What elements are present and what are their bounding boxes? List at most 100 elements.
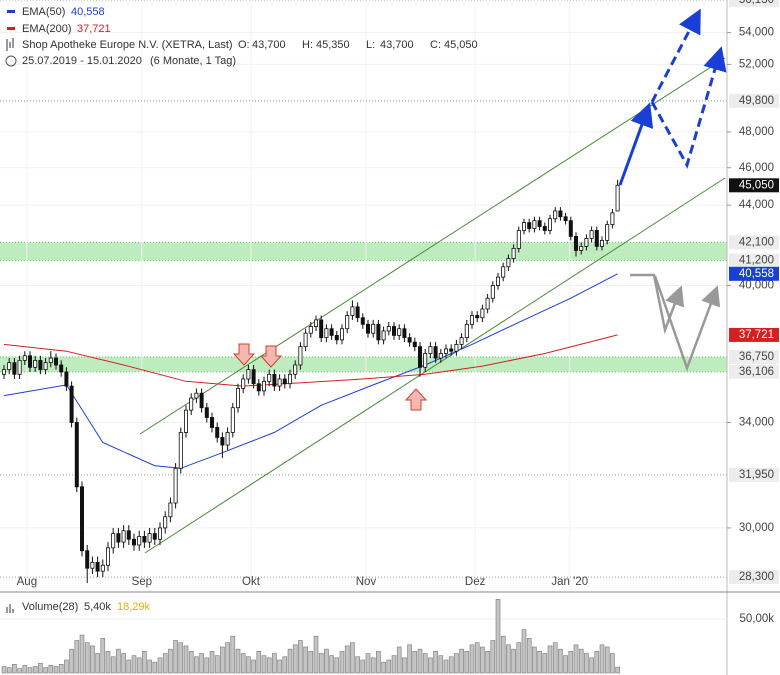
- candle-body: [59, 364, 64, 373]
- volume-bar: [142, 651, 147, 674]
- volume-bar: [168, 648, 173, 674]
- candle-body: [33, 359, 38, 368]
- y-tick-label: 46,000: [739, 162, 774, 174]
- zone-label: 36,106: [739, 366, 774, 378]
- y-tick-label: 44,000: [739, 199, 774, 211]
- candle-body: [85, 550, 90, 569]
- y-tick-label: 34,000: [739, 416, 774, 428]
- candle-body: [407, 337, 412, 343]
- candle-body: [90, 561, 95, 569]
- volume-bar: [500, 635, 506, 674]
- candle-body: [428, 346, 433, 354]
- level-label-box: [729, 467, 779, 482]
- ema-badge: [729, 327, 779, 342]
- volume-bar: [84, 642, 90, 674]
- volume-bar: [578, 648, 584, 674]
- candle-body: [449, 348, 454, 352]
- candle-body: [256, 383, 261, 392]
- candle-body: [485, 297, 490, 310]
- channel-upper: [139, 57, 726, 435]
- clock-icon: [5, 55, 17, 67]
- volume-bar: [214, 655, 220, 674]
- candle-body: [246, 369, 251, 380]
- candle-body: [116, 533, 121, 543]
- volume-bar: [272, 653, 277, 674]
- candle-body: [522, 222, 527, 231]
- volume-bar: [105, 651, 111, 674]
- volume-bar: [324, 648, 329, 674]
- volume-bar: [407, 644, 412, 674]
- x-tick-label: Jan '20: [551, 576, 588, 588]
- candle-body: [215, 427, 220, 438]
- volume-bar: [194, 656, 199, 674]
- volume-bar: [6, 667, 12, 674]
- candle-body: [168, 502, 173, 518]
- volume-bar: [521, 629, 527, 674]
- candle-body: [277, 378, 282, 387]
- volume-bar: [438, 655, 444, 674]
- price-badge-label: 45,050: [739, 179, 774, 191]
- volume-last: 5,40k: [84, 601, 111, 613]
- candle-body: [69, 385, 74, 423]
- y-tick-label: 48,000: [739, 126, 774, 138]
- ema-badge-label: 40,558: [739, 268, 774, 280]
- volume-bar: [329, 655, 334, 674]
- volume-bar: [147, 659, 152, 674]
- volume-bar: [121, 653, 126, 674]
- candle-body: [339, 328, 344, 341]
- candle-body: [74, 422, 79, 488]
- volume-bar: [339, 651, 345, 674]
- candle-body: [225, 432, 230, 446]
- volume-bar: [64, 659, 69, 674]
- candle-body: [95, 561, 100, 572]
- candle-body: [267, 373, 272, 382]
- volume-bar: [469, 644, 475, 674]
- x-tick-label: Dez: [465, 576, 486, 588]
- volume-bar: [116, 648, 121, 674]
- volume-bar: [516, 642, 522, 674]
- instrument: Shop Apotheke Europe N.V. (XETRA, Last): [22, 39, 233, 51]
- volume-bar: [53, 666, 59, 674]
- candle-body: [600, 239, 605, 247]
- volume-bar: [386, 659, 392, 674]
- legend-swatch: [7, 10, 15, 13]
- level-label: 49,800: [739, 95, 774, 107]
- volume-bar: [95, 653, 100, 674]
- legend: EMA(50) 40,558 EMA(200) 37,721 Shop Apot…: [5, 6, 478, 67]
- volume-bar: [376, 651, 381, 674]
- channel-lower: [144, 177, 726, 554]
- volume-bar: [162, 653, 168, 674]
- volume-bar: [547, 645, 553, 674]
- candle-body: [54, 357, 59, 366]
- volume-bar: [261, 655, 267, 674]
- candle-body: [355, 306, 360, 319]
- candle-body: [579, 245, 584, 251]
- volume-bar: [511, 648, 516, 674]
- candle-body: [391, 326, 396, 336]
- volume-bar: [308, 651, 314, 674]
- volume-bar: [474, 642, 480, 674]
- candle-body: [152, 533, 157, 540]
- volume-bar: [558, 648, 563, 674]
- level-label: 28,300: [739, 571, 774, 583]
- volume-bar: [256, 651, 262, 674]
- volume-bar: [594, 651, 600, 674]
- candle-body: [100, 564, 105, 572]
- candles: [2, 179, 620, 584]
- volume-bar: [464, 651, 470, 674]
- candle-body: [261, 380, 266, 392]
- candle-body: [282, 378, 287, 385]
- candle-body: [527, 222, 532, 229]
- volume-bar: [173, 640, 178, 674]
- volume-bar: [563, 655, 568, 674]
- volume-bar: [204, 657, 210, 674]
- candle-body: [163, 516, 168, 529]
- volume-bar: [381, 661, 386, 674]
- level-label-box: [729, 570, 779, 585]
- candle-body: [272, 373, 277, 387]
- candle-body: [605, 224, 610, 241]
- ema-badge: [729, 266, 779, 281]
- volume-bar: [318, 653, 324, 674]
- zone-label-box: [729, 349, 779, 364]
- volume-bar: [573, 644, 579, 674]
